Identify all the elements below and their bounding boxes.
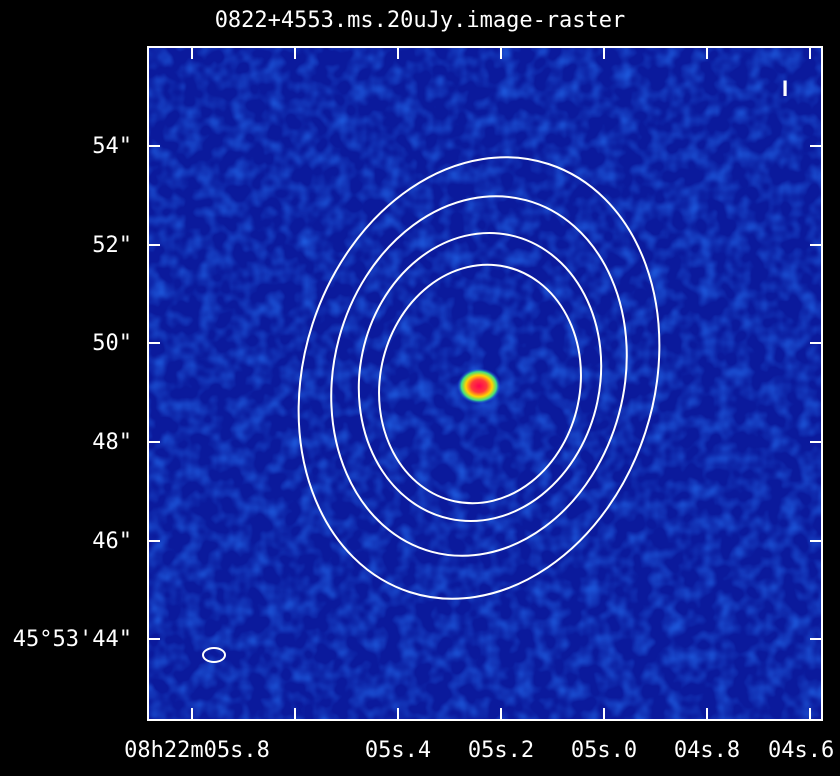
y-tick-label-44: 45°53'44" <box>12 627 132 652</box>
x-tick-label-4.6: 04s.6 <box>768 738 835 763</box>
y-tick-label-54: 54" <box>92 134 132 159</box>
contour-level-1 <box>297 156 661 600</box>
y-tick-label-50: 50" <box>92 331 132 356</box>
x-tick-label-5.2: 05s.2 <box>467 738 535 763</box>
plot-frame <box>147 46 823 721</box>
x-tick-label-5.8-text: 08h22m05s.8 <box>124 738 270 763</box>
contour-level-4 <box>378 263 582 505</box>
beam-ellipse <box>202 647 226 663</box>
x-tick-label-5.8: 08h22m05s.8 <box>112 738 282 763</box>
contour-level-3 <box>357 231 603 523</box>
corner-marker: I <box>782 76 788 101</box>
compact-source <box>457 368 501 404</box>
image-title: 0822+4553.ms.20uJy.image-raster <box>214 8 626 33</box>
y-tick-label-48: 48" <box>92 430 132 455</box>
tick-marks <box>148 47 822 720</box>
y-tick-label-52: 52" <box>92 233 132 258</box>
x-tick-label-4.8: 04s.8 <box>673 738 741 763</box>
contour-group <box>297 156 661 600</box>
y-tick-label-46: 46" <box>92 529 132 554</box>
contour-level-2 <box>330 195 628 557</box>
x-tick-label-5.0: 05s.0 <box>570 738 638 763</box>
x-tick-label-5.4: 05s.4 <box>364 738 432 763</box>
